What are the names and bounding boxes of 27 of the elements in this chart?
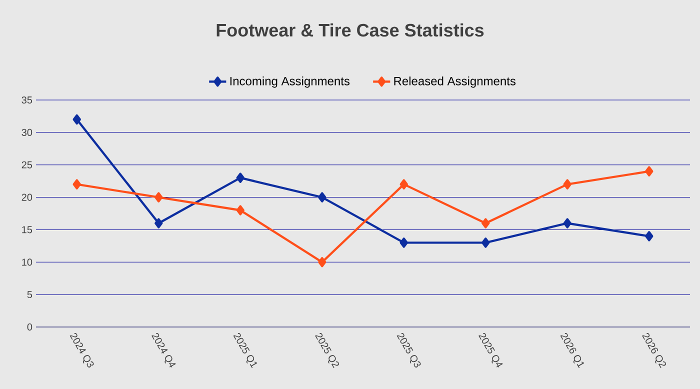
point [318, 257, 326, 268]
legend-label: Incoming Assignments [230, 76, 350, 88]
point [236, 205, 244, 216]
point [482, 218, 490, 228]
y-tick-label: 35 [22, 96, 32, 104]
y-tick-label: 30 [22, 128, 32, 136]
legend-label: Released Assignments [394, 76, 516, 88]
y-tick-label: 10 [22, 258, 32, 266]
point [72, 114, 81, 125]
point [645, 231, 654, 242]
point [482, 238, 490, 248]
chart-title: Footwear & Tire Case Statistics [216, 23, 484, 37]
y-tick-label: 5 [27, 291, 32, 298]
y-tick-label: 0 [27, 323, 32, 331]
point [400, 179, 408, 190]
y-tick-label: 20 [22, 194, 32, 201]
point [645, 166, 654, 176]
point [563, 218, 572, 228]
point [72, 179, 81, 190]
point [400, 238, 408, 248]
point [318, 192, 326, 202]
point [154, 192, 163, 202]
y-tick-label: 25 [22, 161, 32, 168]
point [154, 218, 163, 228]
point [563, 179, 572, 190]
y-tick-label: 15 [22, 226, 32, 234]
point [236, 172, 244, 183]
